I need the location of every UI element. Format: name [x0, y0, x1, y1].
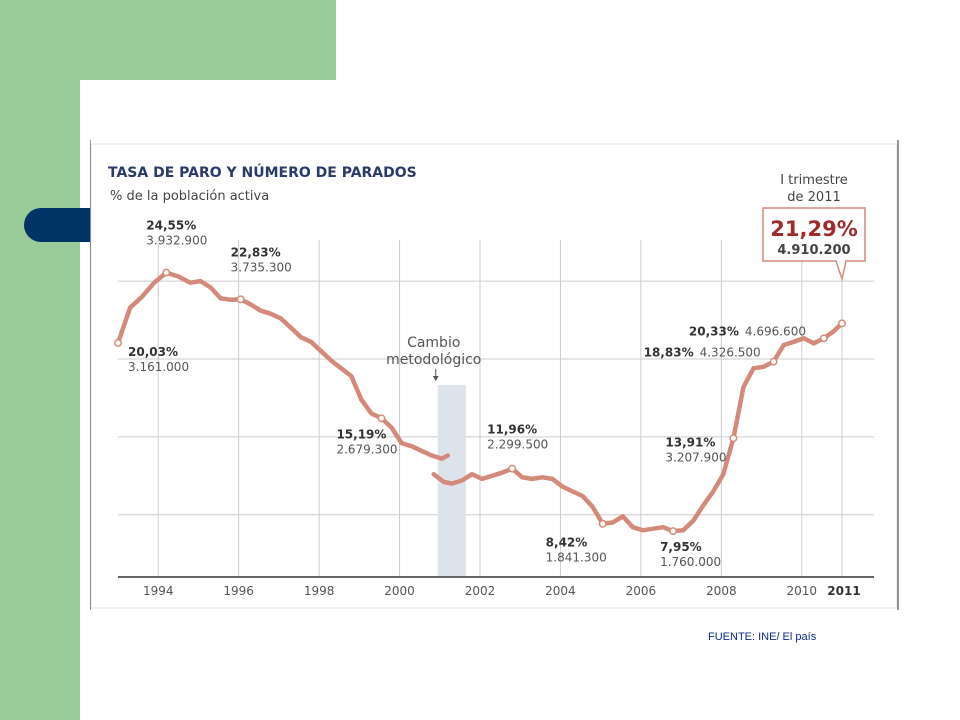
- data-label-value: 18,83%: [644, 346, 694, 360]
- x-tick-label: 2004: [545, 584, 576, 598]
- data-point-marker: [769, 357, 778, 366]
- data-point-marker: [819, 334, 828, 343]
- chart-container: TASA DE PARO Y NÚMERO DE PARADOS % de la …: [90, 140, 902, 610]
- highlight-sub: 4.910.200: [777, 243, 850, 258]
- data-point-marker: [162, 268, 171, 277]
- data-point-marker: [729, 434, 738, 443]
- data-label-sub: 1.760.000: [660, 555, 721, 569]
- data-label-sub: 4.326.500: [700, 346, 761, 360]
- methodology-arrow-head: [432, 376, 439, 381]
- data-label-sub: 1.841.300: [546, 551, 607, 565]
- chart-subtitle: % de la población activa: [110, 189, 269, 204]
- source-label: FUENTE: INE/ El país: [708, 631, 817, 643]
- data-point-marker: [598, 519, 607, 528]
- data-label-sub: 3.932.900: [146, 234, 207, 248]
- data-label-sub: 2.679.300: [336, 442, 397, 456]
- x-tick-label: 2011: [827, 584, 860, 598]
- data-label-value: 8,42%: [546, 536, 588, 550]
- highlight-value: 21,29%: [770, 217, 857, 241]
- data-point-marker: [508, 464, 517, 473]
- chart-title: TASA DE PARO Y NÚMERO DE PARADOS: [108, 163, 417, 181]
- x-tick-label: 1998: [304, 584, 335, 598]
- highlight-box: [762, 207, 866, 282]
- x-tick-label: 1994: [143, 584, 174, 598]
- data-point-marker: [669, 527, 678, 536]
- x-tick-label: 2002: [465, 584, 496, 598]
- data-label-value: 7,95%: [660, 540, 702, 554]
- data-label-value: 24,55%: [146, 219, 196, 233]
- data-label-sub: 3.735.300: [231, 260, 292, 274]
- unemployment-chart: TASA DE PARO Y NÚMERO DE PARADOS % de la …: [90, 140, 899, 610]
- data-label-value: 22,83%: [231, 245, 281, 259]
- x-tick-label: 2006: [626, 584, 657, 598]
- data-label-value: 11,96%: [487, 423, 537, 437]
- data-point-marker: [377, 414, 386, 423]
- data-label-value: 20,03%: [128, 345, 178, 359]
- data-label-sub: 4.696.600: [745, 324, 806, 338]
- highlight-header2: de 2011: [787, 190, 840, 205]
- left-decor-band: [0, 0, 80, 720]
- data-label-value: 13,91%: [665, 435, 715, 449]
- series-line-before: [115, 270, 451, 461]
- data-label-sub: 3.207.900: [665, 450, 726, 464]
- highlight-point-marker: [838, 319, 846, 328]
- x-tick-label: 2008: [706, 584, 737, 598]
- highlight-header: I trimestre: [780, 173, 848, 188]
- x-tick-label: 1996: [223, 584, 254, 598]
- chart-frame-border: [90, 143, 898, 609]
- data-label-value: 20,33%: [689, 324, 739, 338]
- data-point-marker: [114, 339, 122, 347]
- methodology-note-line2: metodológico: [386, 352, 481, 368]
- data-label-sub: 2.299.500: [487, 438, 548, 452]
- x-tick-label: 2000: [384, 584, 415, 598]
- data-point-marker: [236, 295, 245, 304]
- data-label-value: 15,19%: [336, 427, 386, 441]
- x-tick-label: 2010: [787, 584, 818, 598]
- decor-pill: [24, 208, 98, 242]
- top-decor-band: [80, 0, 336, 80]
- methodology-note-line1: Cambio: [407, 335, 460, 351]
- data-label-sub: 3.161.000: [128, 360, 189, 374]
